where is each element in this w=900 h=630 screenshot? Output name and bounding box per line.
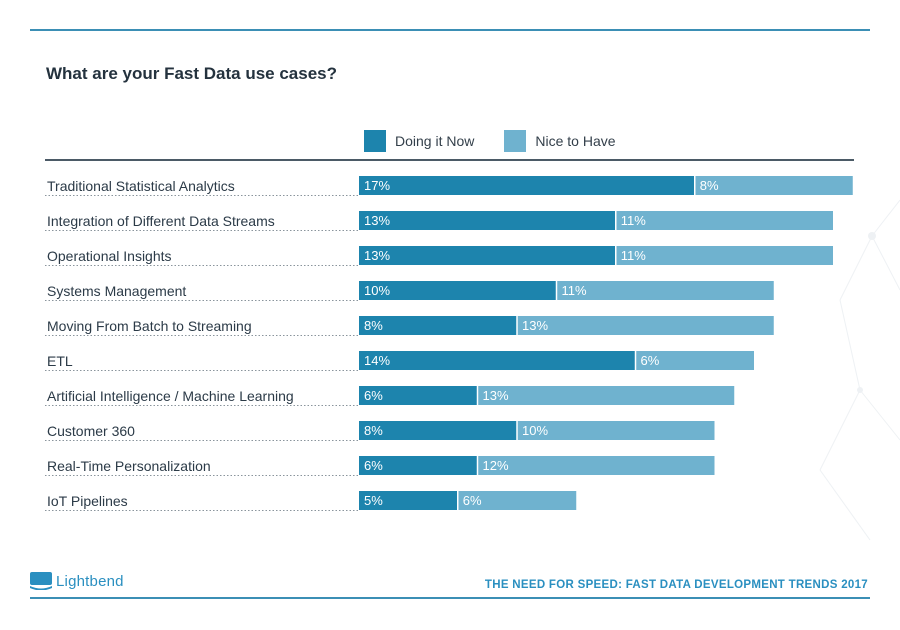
bar-nice-to-have: [457, 491, 577, 510]
bar-value-label: 11%: [621, 213, 646, 228]
legend-item-doing: Doing it Now: [364, 130, 474, 152]
legend-swatch-doing: [364, 130, 386, 152]
bar-value-label: 14%: [364, 353, 390, 368]
bar-value-label: 10%: [522, 423, 548, 438]
bar-value-label: 6%: [641, 353, 660, 368]
lightbend-logo-icon: [30, 572, 52, 590]
legend: Doing it Now Nice to Have: [364, 129, 646, 153]
category-label: IoT Pipelines: [47, 493, 128, 509]
legend-label-doing: Doing it Now: [395, 133, 475, 149]
bar-doing-it-now: [359, 316, 517, 335]
bar-nice-to-have: [517, 316, 774, 335]
category-label: Operational Insights: [47, 248, 172, 264]
bar-value-label: 5%: [364, 493, 383, 508]
bar-value-label: 8%: [364, 423, 383, 438]
bar-nice-to-have: [477, 456, 715, 475]
category-label: Moving From Batch to Streaming: [47, 318, 252, 334]
bar-doing-it-now: [359, 421, 517, 440]
bar-nice-to-have: [556, 281, 774, 300]
legend-swatch-nice: [504, 130, 527, 152]
bar-doing-it-now: [359, 386, 478, 405]
legend-item-nice: Nice to Have: [504, 130, 616, 152]
bar-value-label: 8%: [364, 318, 383, 333]
bar-value-label: 12%: [483, 458, 509, 473]
bar-doing-it-now: [359, 456, 478, 475]
category-label: ETL: [47, 353, 73, 369]
chart-title: What are your Fast Data use cases?: [46, 64, 338, 83]
bar-nice-to-have: [615, 211, 833, 230]
bar-value-label: 6%: [463, 493, 482, 508]
bar-value-label: 6%: [364, 388, 383, 403]
bottom-rule: [30, 597, 870, 599]
bar-value-label: 11%: [562, 283, 587, 298]
category-label: Real-Time Personalization: [47, 458, 211, 474]
bar-value-label: 11%: [621, 248, 646, 263]
top-rule: [30, 29, 870, 31]
lightbend-logo: Lightbend: [30, 572, 124, 590]
category-label: Customer 360: [47, 423, 135, 439]
bar-doing-it-now: [359, 211, 616, 230]
bar-value-label: 17%: [364, 178, 390, 193]
legend-label-nice: Nice to Have: [535, 133, 616, 149]
chart-header-line: [45, 159, 854, 161]
bar-doing-it-now: [359, 351, 636, 370]
bar-nice-to-have: [694, 176, 853, 195]
bar-value-label: 10%: [364, 283, 390, 298]
bar-doing-it-now: [359, 246, 616, 265]
bar-nice-to-have: [615, 246, 833, 265]
bar-value-label: 13%: [364, 213, 390, 228]
bar-nice-to-have: [635, 351, 754, 370]
category-label: Integration of Different Data Streams: [47, 213, 275, 229]
category-label: Traditional Statistical Analytics: [47, 178, 235, 194]
bar-value-label: 13%: [364, 248, 390, 263]
bar-value-label: 6%: [364, 458, 383, 473]
report-title: THE NEED FOR SPEED: FAST DATA DEVELOPMEN…: [484, 579, 868, 591]
bar-value-label: 8%: [700, 178, 719, 193]
category-label: Artificial Intelligence / Machine Learni…: [47, 388, 294, 404]
bar-nice-to-have: [517, 421, 715, 440]
logo-text: Lightbend: [56, 572, 124, 590]
bar-doing-it-now: [359, 491, 458, 510]
bar-doing-it-now: [359, 176, 695, 195]
bar-value-label: 13%: [483, 388, 509, 403]
bar-doing-it-now: [359, 281, 557, 300]
bar-nice-to-have: [477, 386, 735, 405]
category-label: Systems Management: [47, 283, 186, 299]
bar-value-label: 13%: [522, 318, 548, 333]
